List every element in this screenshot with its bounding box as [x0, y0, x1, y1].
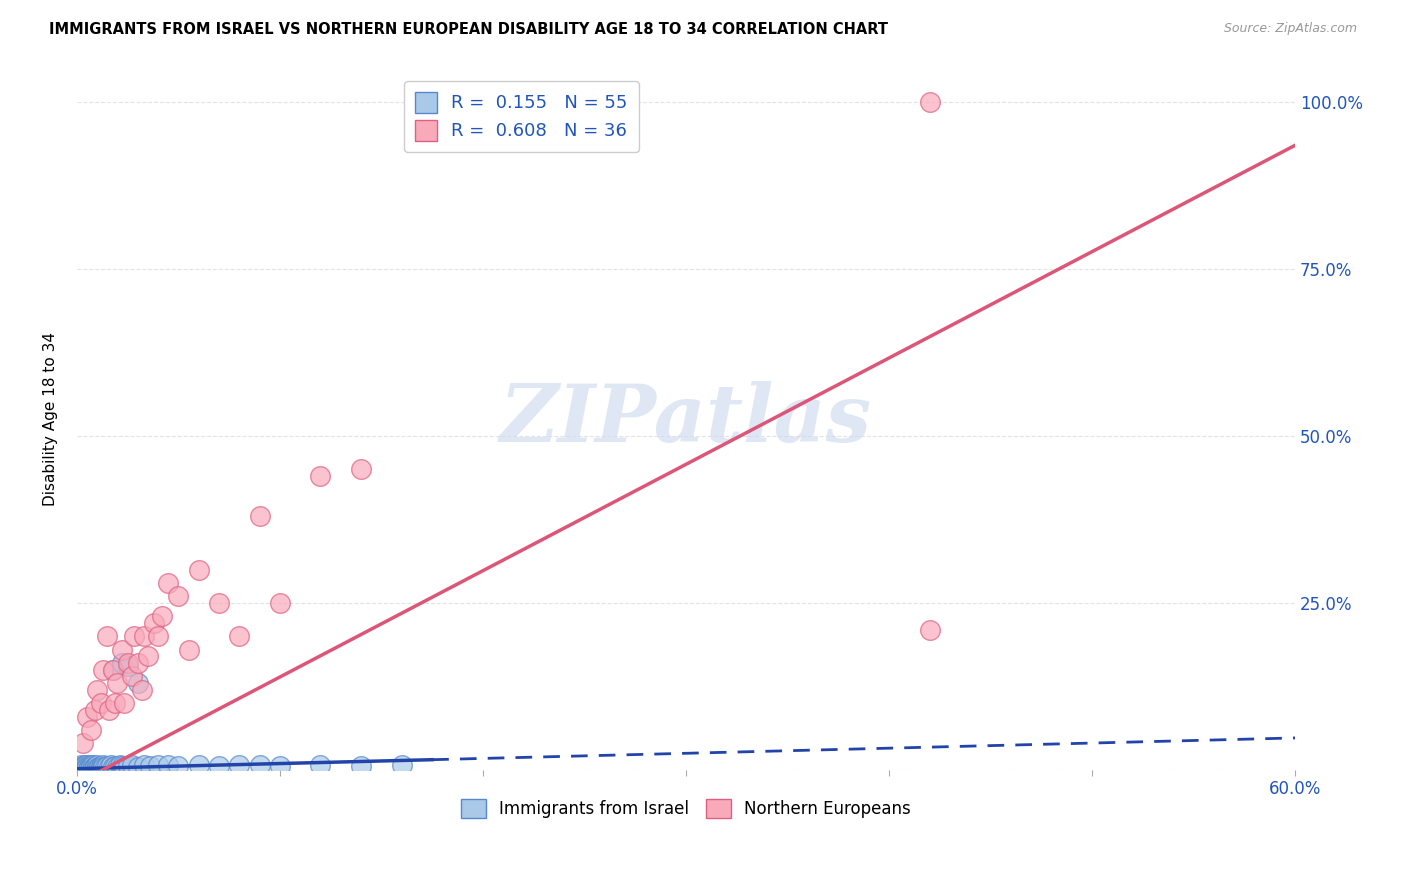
Point [132, 629, 155, 643]
Point [167, 589, 190, 603]
Point [96, 629, 118, 643]
Point [350, 759, 373, 773]
Point [112, 760, 135, 774]
Point [249, 509, 271, 524]
Point [80, 723, 103, 737]
Point [208, 596, 231, 610]
Point [80, 758, 103, 772]
Point [90, 759, 112, 773]
Text: IMMIGRANTS FROM ISRAEL VS NORTHERN EUROPEAN DISABILITY AGE 18 TO 34 CORRELATION : IMMIGRANTS FROM ISRAEL VS NORTHERN EUROP… [49, 22, 889, 37]
Point [84, 759, 107, 773]
Point [350, 462, 373, 476]
Point [67, 759, 90, 773]
Point [269, 759, 291, 773]
Point [127, 656, 149, 670]
Point [70, 757, 93, 772]
Point [89, 760, 111, 774]
Point [918, 95, 941, 109]
Point [107, 759, 129, 773]
Point [86, 758, 108, 772]
Text: ZIPatlas: ZIPatlas [501, 381, 872, 458]
Point [121, 758, 143, 772]
Point [70, 761, 93, 775]
Point [100, 758, 122, 772]
Point [84, 760, 107, 774]
Point [143, 615, 166, 630]
Point [107, 676, 129, 690]
Point [139, 759, 162, 773]
Point [104, 696, 127, 710]
Point [94, 759, 117, 773]
Point [86, 682, 108, 697]
Point [89, 759, 111, 773]
Y-axis label: Disability Age 18 to 34: Disability Age 18 to 34 [44, 332, 58, 507]
Point [122, 629, 145, 643]
Point [309, 469, 332, 483]
Point [309, 758, 332, 772]
Point [249, 757, 271, 772]
Point [73, 761, 96, 775]
Point [208, 759, 231, 773]
Legend: Immigrants from Israel, Northern Europeans: Immigrants from Israel, Northern Europea… [454, 793, 918, 825]
Point [157, 576, 180, 591]
Point [82, 761, 104, 775]
Point [98, 703, 121, 717]
Point [131, 682, 153, 697]
Point [76, 709, 98, 723]
Point [91, 758, 114, 772]
Point [150, 609, 173, 624]
Point [187, 563, 209, 577]
Point [187, 757, 209, 772]
Point [80, 760, 103, 774]
Point [117, 759, 139, 773]
Point [146, 629, 169, 643]
Point [228, 758, 250, 772]
Point [84, 703, 107, 717]
Point [103, 663, 125, 677]
Point [132, 758, 155, 772]
Point [77, 761, 100, 775]
Point [117, 659, 139, 673]
Point [91, 760, 114, 774]
Point [157, 758, 180, 772]
Point [72, 736, 94, 750]
Point [86, 761, 108, 775]
Point [127, 759, 149, 773]
Point [391, 758, 413, 772]
Point [103, 663, 125, 677]
Point [77, 759, 100, 773]
Point [76, 757, 98, 772]
Point [127, 676, 149, 690]
Point [72, 760, 94, 774]
Point [117, 656, 139, 670]
Point [96, 759, 118, 773]
Point [121, 669, 143, 683]
Point [146, 757, 169, 772]
Point [98, 760, 121, 774]
Point [90, 696, 112, 710]
Text: Source: ZipAtlas.com: Source: ZipAtlas.com [1223, 22, 1357, 36]
Point [72, 759, 94, 773]
Point [82, 757, 104, 772]
Point [104, 759, 127, 773]
Point [167, 759, 190, 773]
Point [110, 759, 132, 773]
Point [112, 696, 135, 710]
Point [110, 656, 132, 670]
Point [91, 663, 114, 677]
Point [76, 760, 98, 774]
Point [103, 759, 125, 773]
Point [228, 629, 250, 643]
Point [269, 596, 291, 610]
Point [136, 649, 159, 664]
Point [90, 761, 112, 775]
Point [73, 758, 96, 772]
Point [177, 642, 200, 657]
Point [918, 623, 941, 637]
Point [110, 642, 132, 657]
Point [108, 758, 131, 772]
